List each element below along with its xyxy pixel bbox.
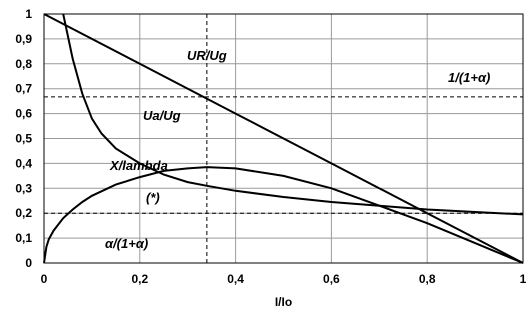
data-series — [43, 13, 524, 264]
x-axis-ticks: 0 0,2 0,4 0,6 0,8 1 — [41, 272, 527, 286]
ur-ug-line — [43, 13, 524, 264]
y-tick-label: 0,5 — [15, 132, 32, 146]
y-tick-label: 0 — [25, 256, 32, 270]
x-axis-title: I/Io — [275, 295, 292, 309]
annotation-one-over: 1/(1+α) — [448, 70, 490, 85]
y-tick-label: 0,2 — [15, 206, 32, 220]
plot-frame — [43, 13, 524, 264]
y-tick-label: 0,8 — [15, 57, 32, 71]
y-tick-label: 0,3 — [15, 181, 32, 195]
x-tick-label: 0,4 — [227, 272, 244, 286]
x-lambda-line — [43, 166, 524, 264]
y-axis-ticks: 0 0,1 0,2 0,3 0,4 0,5 0,6 0,7 0,8 0,9 1 — [15, 7, 32, 270]
x-tick-label: 1 — [520, 272, 527, 286]
x-tick-label: 0 — [41, 272, 48, 286]
annotation-alpha-over: α/(1+α) — [105, 236, 148, 251]
y-tick-label: 0,1 — [15, 231, 32, 245]
annotation-x-lambda: X/lambda — [109, 158, 168, 173]
y-tick-label: 0,7 — [15, 82, 32, 96]
ua-ug-line — [62, 13, 524, 216]
annotation-ua-ug: Ua/Ug — [143, 108, 181, 123]
x-tick-label: 0,8 — [419, 272, 436, 286]
annotation-ur-ug: UR/Ug — [187, 48, 227, 63]
reference-lines — [44, 14, 523, 263]
annotation-star: (*) — [146, 190, 160, 205]
y-tick-label: 1 — [25, 7, 32, 21]
x-tick-label: 0,2 — [131, 272, 148, 286]
y-tick-label: 0,9 — [15, 32, 32, 46]
x-tick-label: 0,6 — [323, 272, 340, 286]
y-tick-label: 0,4 — [15, 156, 32, 170]
y-tick-label: 0,6 — [15, 107, 32, 121]
